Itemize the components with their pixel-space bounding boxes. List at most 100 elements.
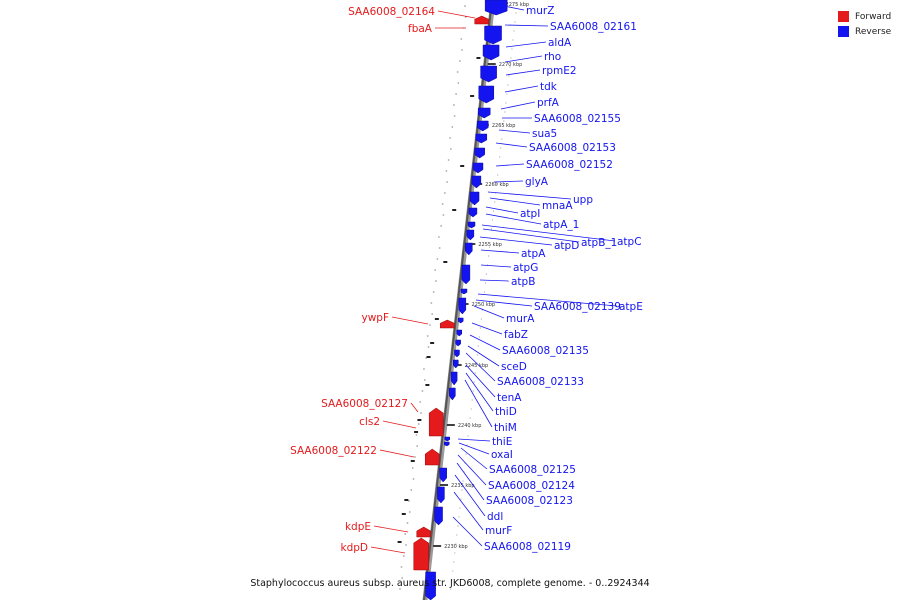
reverse-gene-leader — [453, 491, 484, 531]
reverse-gene-leader — [498, 129, 531, 134]
reverse-gene-block — [468, 207, 478, 218]
forward-gene-label-kdpe: kdpE — [345, 521, 371, 533]
reverse-gene-block — [453, 359, 459, 369]
reverse-gene-label-upp: upp — [573, 194, 593, 206]
forward-gene-leader — [382, 420, 417, 429]
reverse-gene-label-saa6008_02135: SAA6008_02135 — [502, 345, 589, 357]
tick-label: 2270 kbp — [499, 62, 523, 68]
reverse-gene-label-atpb_1: atpB_1 — [581, 237, 617, 249]
reverse-gene-block — [425, 571, 436, 600]
reverse-gene-block — [472, 162, 484, 174]
tick-label: 2275 kbp — [506, 2, 530, 8]
reverse-gene-leader — [504, 85, 539, 93]
reverse-gene-leader — [473, 305, 505, 319]
reverse-gene-label-fabz: fabZ — [504, 329, 528, 341]
reverse-gene-leader — [505, 41, 547, 48]
reverse-gene-block — [467, 221, 476, 229]
reverse-gene-block — [450, 371, 458, 386]
forward-gene-leader — [391, 316, 429, 325]
reverse-gene-leader — [458, 442, 490, 455]
forward-gene-label-kdpd: kdpD — [341, 542, 369, 554]
forward-gene-block — [416, 526, 431, 538]
reverse-gene-leader — [475, 299, 533, 307]
reverse-gene-leader — [485, 213, 542, 225]
reverse-gene-block — [449, 387, 456, 401]
reverse-gene-label-saa6008_02152: SAA6008_02152 — [526, 159, 613, 171]
reverse-gene-label-rpme2: rpmE2 — [542, 65, 577, 77]
reverse-gene-leader — [479, 279, 510, 282]
reverse-gene-label-tena: tenA — [497, 392, 522, 404]
reverse-gene-block — [437, 486, 445, 504]
reverse-gene-label-rho: rho — [544, 51, 561, 63]
reverse-gene-label-atpd: atpD — [554, 240, 579, 252]
reverse-gene-label-mnaa: mnaA — [542, 200, 573, 212]
tick-label: 2260 kbp — [485, 182, 509, 188]
forward-gene-label-saa6008_02164: SAA6008_02164 — [348, 6, 435, 18]
tick-label: 2265 kbp — [492, 123, 516, 129]
reverse-gene-leader — [485, 206, 519, 214]
reverse-gene-label-saa6008_02155: SAA6008_02155 — [534, 113, 621, 125]
reverse-gene-label-prfa: prfA — [537, 97, 560, 109]
reverse-gene-block — [454, 349, 460, 358]
forward-gene-leader — [373, 525, 409, 533]
reverse-gene-label-sua5: sua5 — [532, 128, 557, 140]
forward-gene-label-ywpf: ywpF — [361, 312, 389, 324]
reverse-gene-block — [478, 85, 495, 104]
reverse-gene-label-saa6008_02125: SAA6008_02125 — [489, 464, 576, 476]
reverse-gene-leader — [465, 372, 494, 412]
reverse-gene-block — [469, 191, 480, 206]
reverse-gene-label-murz: murZ — [526, 5, 554, 17]
reverse-gene-leader — [467, 345, 500, 367]
reverse-gene-leader — [504, 24, 549, 27]
forward-gene-leader — [370, 546, 406, 554]
forward-gene-leader — [410, 402, 419, 413]
reverse-gene-leader — [480, 249, 520, 254]
forward-gene-block — [474, 15, 489, 25]
tick-label: 2240 kbp — [458, 423, 482, 429]
reverse-gene-block — [461, 264, 471, 285]
reverse-gene-label-ddl: ddl — [487, 511, 503, 523]
reverse-gene-label-thim: thiM — [494, 422, 517, 434]
forward-gene-leader — [437, 10, 476, 19]
legend-reverse: Reverse — [838, 24, 891, 39]
reverse-gene-label-oxai: oxaI — [491, 449, 513, 461]
reverse-gene-block — [460, 288, 468, 295]
tick-label: 2255 kbp — [478, 242, 502, 248]
reverse-gene-leader — [495, 163, 525, 167]
reverse-gene-leader — [477, 293, 618, 307]
reverse-gene-leader — [481, 224, 616, 242]
reverse-gene-label-mura: murA — [506, 313, 535, 325]
reverse-gene-block — [482, 44, 500, 61]
reverse-gene-block — [434, 506, 443, 526]
forward-gene-block — [424, 448, 440, 466]
reverse-gene-leader — [469, 334, 501, 351]
forward-gene-label-saa6008_02122: SAA6008_02122 — [290, 445, 377, 457]
reverse-gene-leader — [480, 264, 512, 268]
reverse-gene-block — [477, 107, 491, 119]
reverse-gene-label-thid: thiD — [495, 406, 517, 418]
reverse-gene-block — [455, 339, 461, 347]
reverse-gene-block — [465, 242, 473, 256]
reverse-gene-leader — [456, 462, 485, 501]
reverse-gene-label-saa6008_02124: SAA6008_02124 — [488, 480, 575, 492]
reverse-gene-block — [458, 297, 467, 315]
reverse-gene-label-thie: thiE — [492, 436, 512, 448]
reverse-gene-leader — [505, 69, 541, 76]
reverse-gene-leader — [457, 454, 487, 486]
tick-label: 2250 kbp — [472, 302, 496, 308]
reverse-gene-leader — [493, 180, 524, 183]
reverse-gene-label-atpc: atpC — [617, 236, 642, 248]
tick-label: 2245 kbp — [465, 363, 489, 369]
reverse-gene-label-saa6008_02161: SAA6008_02161 — [550, 21, 637, 33]
reverse-gene-label-saa6008_02123: SAA6008_02123 — [486, 495, 573, 507]
reverse-gene-label-atpa_1: atpA_1 — [543, 219, 579, 231]
legend-forward: Forward — [838, 9, 891, 24]
reverse-gene-label-saa6008_02153: SAA6008_02153 — [529, 142, 616, 154]
reverse-gene-block — [439, 467, 447, 483]
reverse-gene-leader — [489, 197, 541, 206]
reverse-gene-label-saa6008_02119: SAA6008_02119 — [484, 541, 571, 553]
reverse-gene-label-saa6008_02133: SAA6008_02133 — [497, 376, 584, 388]
legend-forward-label: Forward — [855, 11, 892, 22]
forward-gene-block — [428, 407, 444, 437]
